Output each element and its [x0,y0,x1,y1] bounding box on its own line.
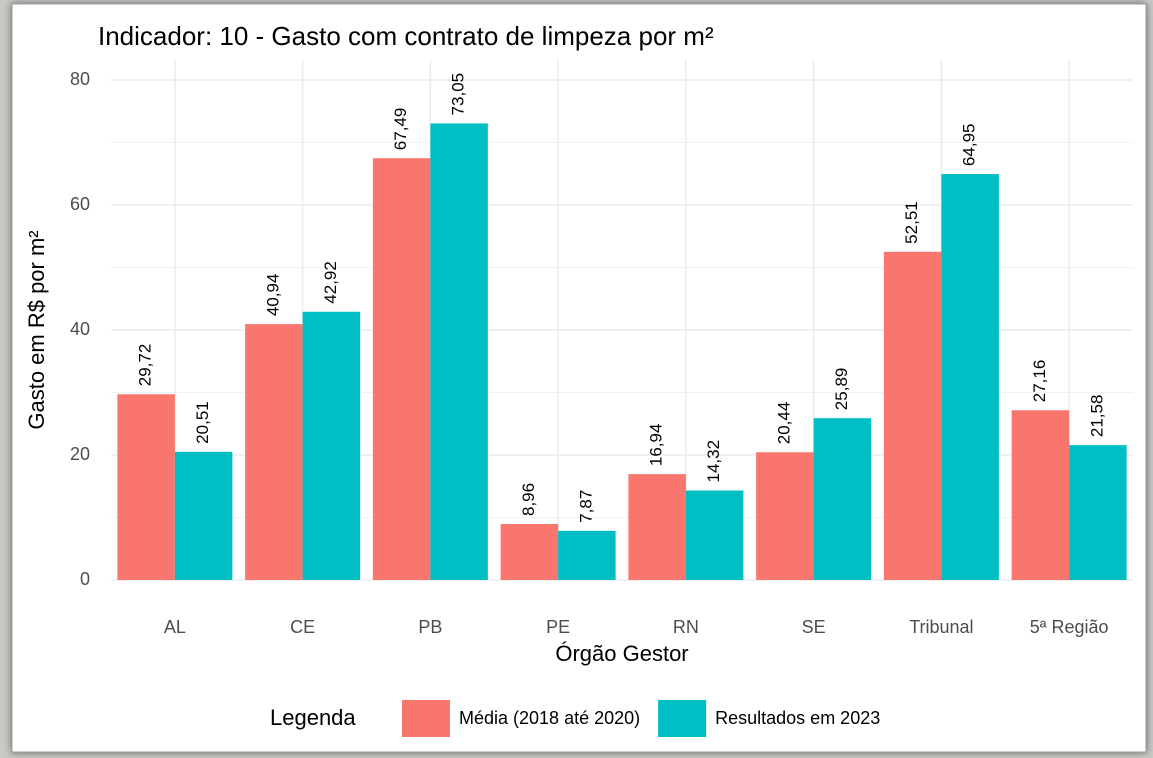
x-tick-label: 5ª Região [1030,617,1109,637]
y-tick-label: 80 [70,69,90,89]
bar [628,474,686,580]
legend-swatch [658,700,707,737]
bar [883,251,942,580]
chart-title: Indicador: 10 - Gasto com contrato de li… [98,21,714,51]
value-label: 29,72 [136,344,155,387]
x-tick-label: SE [802,617,826,637]
value-label: 25,89 [832,368,851,411]
legend-label: Resultados em 2023 [715,708,880,728]
value-label: 21,58 [1087,395,1106,438]
bar [430,123,488,580]
bar [1069,445,1127,580]
y-tick-label: 20 [70,444,90,464]
bar [372,158,431,580]
bar [1011,410,1070,580]
value-label: 16,94 [647,424,666,467]
bar [302,311,361,580]
value-label: 8,96 [519,483,538,516]
x-tick-label: CE [290,617,315,637]
bar [245,324,303,580]
legend-title: Legenda [270,705,356,730]
value-label: 20,44 [774,402,793,445]
y-tick-label: 60 [70,194,90,214]
value-label: 73,05 [449,73,468,116]
value-label: 40,94 [263,274,282,317]
bar [813,418,872,580]
y-tick-label: 0 [80,569,90,589]
value-label: 20,51 [193,401,212,444]
value-label: 14,32 [704,440,723,483]
x-tick-label: AL [164,617,186,637]
value-label: 64,95 [960,124,979,167]
y-tick-label: 40 [70,319,90,339]
value-label: 67,49 [391,108,410,151]
legend-label: Média (2018 até 2020) [459,708,640,728]
bar [941,174,999,580]
bar [174,451,233,580]
legend-swatch [402,700,450,737]
bar [117,394,175,580]
value-label: 7,87 [576,490,595,523]
x-axis-title: Órgão Gestor [555,641,688,666]
bar [685,490,744,580]
x-tick-label: PE [546,617,570,637]
value-label: 27,16 [1030,360,1049,403]
x-tick-label: PB [418,617,442,637]
value-label: 42,92 [321,261,340,304]
bar [500,524,559,580]
x-tick-label: Tribunal [909,617,973,637]
value-label: 52,51 [902,201,921,244]
bar [558,530,616,580]
x-tick-label: RN [673,617,699,637]
y-axis-title: Gasto em R$ por m² [24,230,49,429]
bar [756,452,814,580]
